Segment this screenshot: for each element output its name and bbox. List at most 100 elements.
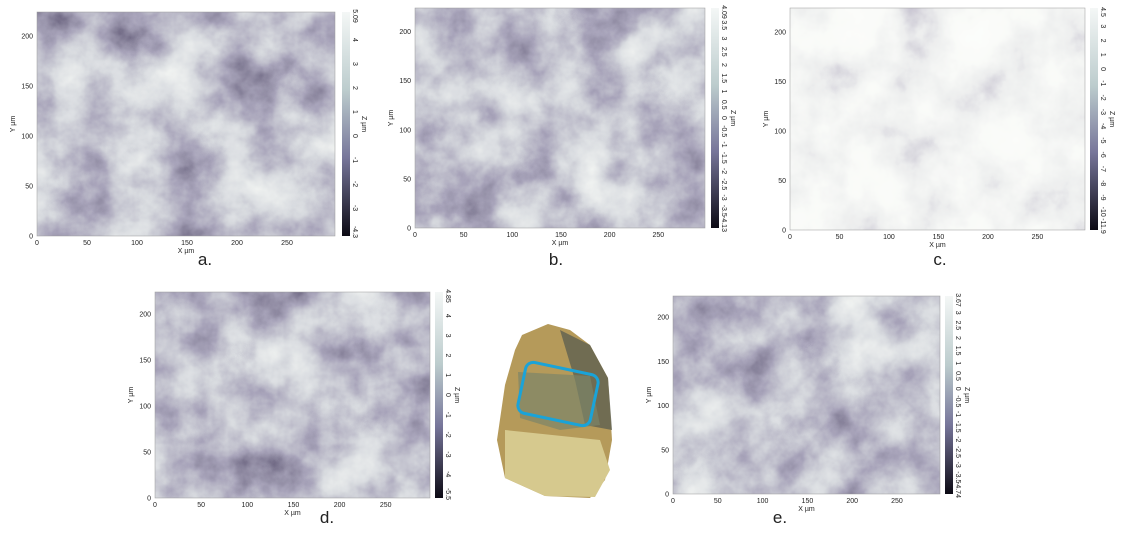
colorbar-tick-label: 0 [351,134,358,138]
colorbar-tick-label: -1 [351,157,358,163]
y-tick-label: 200 [21,34,33,41]
colorbar-tick-label: -0.5 [720,125,727,137]
x-tick-label: 150 [933,234,945,241]
colorbar-tick-label: -0.5 [954,395,961,407]
y-tick-label: 200 [139,312,151,319]
x-tick-label: 150 [802,498,814,505]
y-tick-label: 150 [399,78,411,85]
colorbar-tick-label: 1 [1099,53,1106,57]
x-tick-label: 100 [883,234,895,241]
panel-label: e. [773,508,787,527]
colorbar-tick-label: -1 [1099,80,1106,86]
y-axis-label: Y µm [646,387,653,404]
colorbar-tick-label: -9 [1099,194,1106,200]
x-tick-label: 50 [836,234,844,241]
colorbar-label: Z µm [1108,111,1115,127]
colorbar-tick-label: 4 [444,314,451,318]
colorbar-tick-label: -7 [1099,166,1106,172]
x-tick-label: 250 [380,502,392,509]
y-tick-label: 0 [147,496,151,503]
y-tick-label: 0 [665,492,669,499]
x-tick-label: 0 [413,232,417,239]
y-tick-label: 100 [399,127,411,134]
colorbar-tick-label: 1 [351,110,358,114]
x-tick-label: 0 [35,240,39,247]
x-tick-label: 50 [714,498,722,505]
colorbar-tick-label: 2 [954,336,961,340]
y-tick-label: 150 [139,358,151,365]
colorbar-tick-label: 1.5 [720,73,727,83]
colorbar-tick-label: -2 [444,431,451,437]
colorbar-tick-label: -3 [351,205,358,211]
colorbar [435,292,443,498]
colorbar-tick-label: -1 [444,412,451,418]
colorbar-tick-label: 2 [444,353,451,357]
colorbar-tick-label: 3 [954,311,961,315]
x-tick-label: 0 [671,498,675,505]
colorbar-tick-label: -4.3 [351,226,358,238]
y-tick-label: 0 [407,226,411,233]
colorbar-tick-label: 2.5 [954,320,961,330]
colorbar-tick-label: -4 [1099,123,1106,129]
colorbar-tick-label: 4.09 [720,5,727,19]
colorbar-tick-label: 3.67 [954,293,961,307]
colorbar-tick-label: 0 [954,387,961,391]
x-tick-label: 200 [604,232,616,239]
x-tick-label: 0 [153,502,157,509]
x-tick-label: 250 [1032,234,1044,241]
colorbar-tick-label: -3 [444,451,451,457]
colorbar [1090,8,1098,230]
colorbar-tick-label: 3 [1099,24,1106,28]
y-tick-label: 150 [21,84,33,91]
plot-frame [154,291,431,499]
colorbar-tick-label: 0 [720,116,727,120]
panel-label: d. [320,508,334,527]
plot-frame [789,7,1086,231]
colorbar-tick-label: -5.5 [444,488,451,500]
colorbar-tick-label: -10 [1099,207,1106,217]
x-tick-label: 50 [83,240,91,247]
y-tick-label: 100 [774,128,786,135]
colorbar-tick-label: -2 [1099,94,1106,100]
colorbar-tick-label: -1 [720,141,727,147]
y-tick-label: 200 [774,29,786,36]
colorbar-tick-label: -2 [954,436,961,442]
colorbar-tick-label: 1 [444,373,451,377]
x-axis-label: X µm [284,510,301,517]
y-tick-label: 0 [29,234,33,241]
colorbar-tick-label: 4.85 [444,289,451,303]
colorbar-tick-label: -2.5 [720,178,727,190]
colorbar-tick-label: -4 [444,471,451,477]
colorbar-tick-label: -11.9 [1099,218,1106,234]
x-tick-label: 200 [334,502,346,509]
y-tick-label: 150 [657,359,669,366]
x-tick-label: 250 [652,232,664,239]
colorbar-tick-label: 3 [444,334,451,338]
colorbar-tick-label: 3.5 [720,20,727,30]
surface-map [415,8,705,228]
colorbar-tick-label: 4 [351,38,358,42]
colorbar-tick-label: -6 [1099,152,1106,158]
colorbar-tick-label: -3 [954,462,961,468]
y-axis-label: Y µm [128,387,135,404]
x-tick-label: 150 [555,232,567,239]
colorbar-tick-label: 1.5 [954,346,961,356]
colorbar-tick-label: 4.5 [1099,7,1106,17]
x-axis-label: X µm [552,240,569,247]
colorbar-tick-label: -1.5 [720,152,727,164]
colorbar-tick-label: -3.5 [954,471,961,483]
y-tick-label: 100 [139,404,151,411]
surface-map [790,8,1085,230]
y-tick-label: 50 [25,184,33,191]
y-tick-label: 50 [778,178,786,185]
colorbar-tick-label: 0 [1099,67,1106,71]
y-tick-label: 100 [657,403,669,410]
colorbar-tick-label: 2 [1099,39,1106,43]
colorbar-tick-label: -3 [1099,109,1106,115]
plot-frame [36,11,336,237]
colorbar-tick-label: -2.5 [954,446,961,458]
colorbar-tick-label: 0.5 [954,371,961,381]
panel-label: b. [549,250,563,269]
colorbar-tick-label: 5.09 [351,9,358,23]
colorbar-tick-label: 2 [720,63,727,67]
